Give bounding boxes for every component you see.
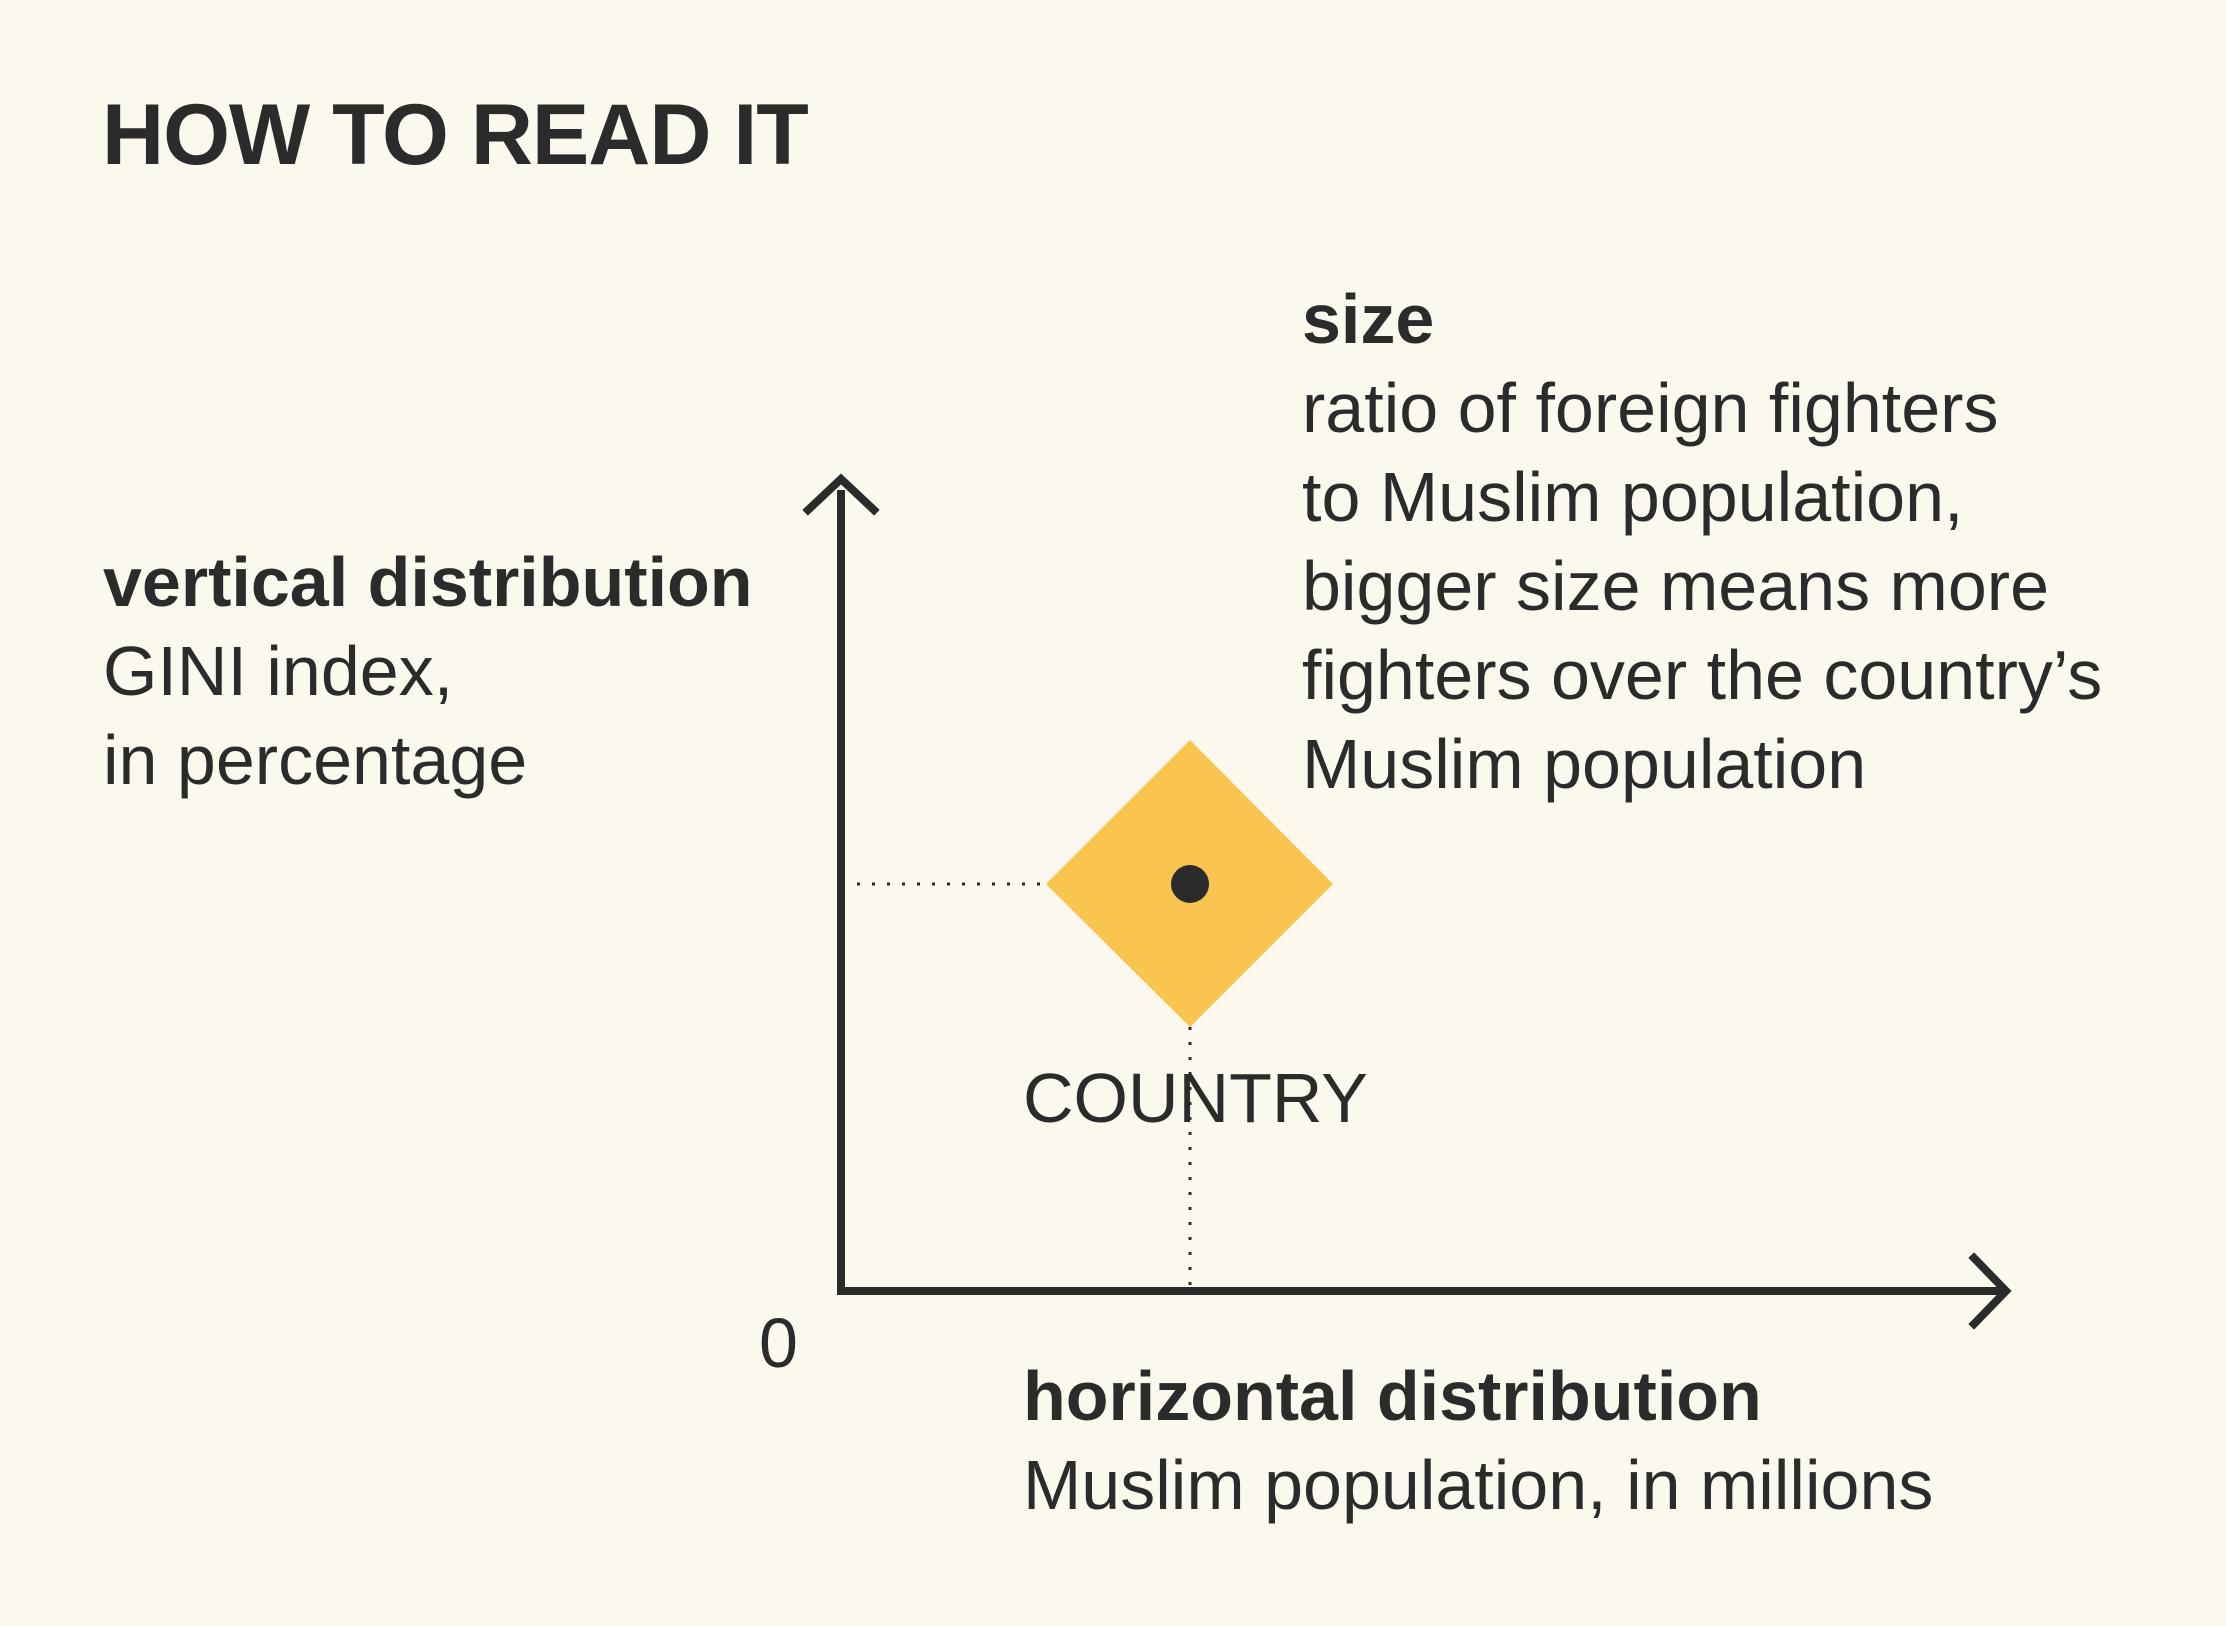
horizontal-distribution-legend: horizontal distribution Muslim populatio…	[1023, 1352, 1933, 1530]
size-description-line: ratio of foreign fighters	[1302, 369, 1999, 447]
vertical-distribution-line: GINI index,	[103, 632, 454, 710]
origin-label: 0	[759, 1304, 798, 1382]
size-heading: size	[1302, 280, 1435, 358]
vertical-distribution-line: in percentage	[103, 721, 528, 799]
country-marker-dot	[1171, 865, 1209, 903]
x-axis-arrowhead	[1968, 1252, 2012, 1330]
size-description-line: fighters over the country’s	[1302, 636, 2103, 714]
page-title: HOW TO READ IT	[102, 87, 809, 183]
vertical-distribution-legend: vertical distribution GINI index, in per…	[103, 538, 753, 805]
horizontal-distribution-line: Muslim population, in millions	[1023, 1446, 1934, 1524]
vertical-distribution-heading: vertical distribution	[103, 543, 753, 621]
axes	[837, 490, 2005, 1295]
horizontal-distribution-heading: horizontal distribution	[1023, 1357, 1762, 1435]
country-label: COUNTRY	[1023, 1059, 1368, 1137]
size-description-line: Muslim population	[1302, 725, 1867, 803]
size-description-line: to Muslim population,	[1302, 458, 1964, 536]
size-legend: size ratio of foreign fighters to Muslim…	[1302, 275, 2102, 809]
size-description-line: bigger size means more	[1302, 547, 2049, 625]
y-axis-arrowhead	[802, 473, 880, 516]
